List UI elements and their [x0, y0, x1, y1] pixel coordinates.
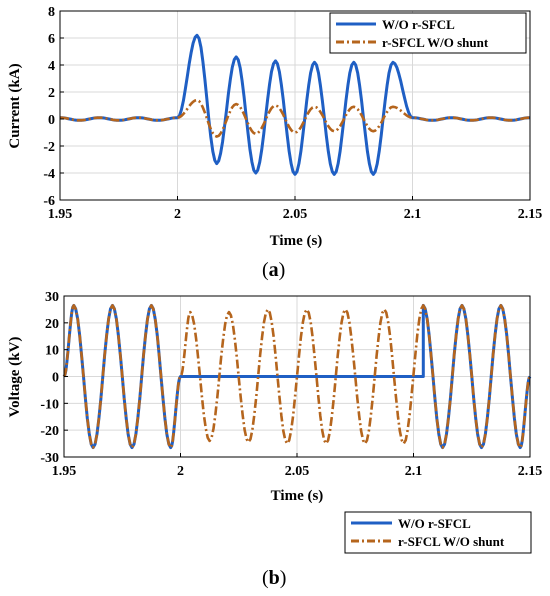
voltage-yticks: -30 -20 -10 0 10 20 30	[40, 290, 68, 466]
voltage-xtick-label: 2.15	[518, 464, 543, 479]
voltage-ytick-label: 10	[45, 344, 59, 359]
current-yticks: -6 -4 -2 0 2 4 6 8	[43, 5, 64, 209]
current-xtick-label: 1.95	[48, 207, 73, 222]
current-ytick-label: -6	[43, 194, 55, 209]
caption-a: (a)	[262, 259, 285, 281]
current-ytick-label: -4	[43, 167, 55, 182]
current-chart: -6 -4 -2 0 2 4 6 8 1.95 2 2.05 2.1 2.15 Time (s) Cu…	[7, 5, 542, 281]
current-series-wo-rsfcl	[60, 33, 530, 176]
voltage-xtick-label: 2.05	[285, 464, 310, 479]
voltage-xtick-label: 2.1	[405, 464, 423, 479]
voltage-ytick-label: 0	[52, 371, 59, 386]
current-series	[60, 33, 530, 176]
current-ytick-label: -2	[43, 140, 55, 155]
current-ytick-label: 4	[48, 59, 55, 74]
current-xtick-label: 2.05	[283, 207, 308, 222]
voltage-legend-box	[344, 511, 532, 554]
voltage-legend: W/O r-SFCL r-SFCL W/O shunt	[344, 511, 532, 554]
current-legend-label-2: r-SFCL W/O shunt	[382, 35, 489, 50]
current-xtick-label: 2	[174, 207, 181, 222]
current-legend-label-1: W/O r-SFCL	[382, 17, 455, 32]
voltage-ylabel: Voltage (kV)	[7, 337, 23, 418]
current-legend-box	[329, 12, 527, 54]
voltage-xtick-label: 1.95	[52, 464, 77, 479]
voltage-ytick-label: -10	[40, 397, 59, 412]
current-ylabel: Current (kA)	[7, 63, 23, 148]
current-ytick-label: 6	[48, 32, 55, 47]
voltage-xlabel: Time (s)	[271, 488, 324, 504]
voltage-series	[62, 303, 532, 450]
current-ytick-label: 2	[48, 86, 55, 101]
voltage-ytick-label: 20	[45, 317, 59, 332]
current-ytick-label: 8	[48, 5, 55, 20]
current-legend: W/O r-SFCL r-SFCL W/O shunt	[329, 12, 527, 54]
voltage-series-rsfcl-wo-shunt	[62, 304, 532, 449]
voltage-xtick-label: 2	[177, 464, 184, 479]
current-xlabel: Time (s)	[270, 233, 323, 249]
voltage-legend-label-1: W/O r-SFCL	[398, 516, 471, 531]
voltage-ytick-label: 30	[45, 290, 59, 305]
voltage-chart: -30 -20 -10 0 10 20 30 1.95 2 2.05 2.1 2.15 Time (…	[7, 290, 542, 589]
current-xtick-label: 2.1	[404, 207, 422, 222]
voltage-legend-label-2: r-SFCL W/O shunt	[398, 534, 505, 549]
voltage-ytick-label: -20	[40, 424, 59, 439]
current-xtick-label: 2.15	[518, 207, 543, 222]
current-ytick-label: 0	[48, 113, 55, 128]
voltage-ytick-label: -30	[40, 451, 59, 466]
caption-b: (b)	[262, 567, 286, 589]
current-xticks: 1.95 2 2.05 2.1 2.15	[48, 196, 543, 222]
voltage-xticks: 1.95 2 2.05 2.1 2.15	[52, 453, 543, 479]
